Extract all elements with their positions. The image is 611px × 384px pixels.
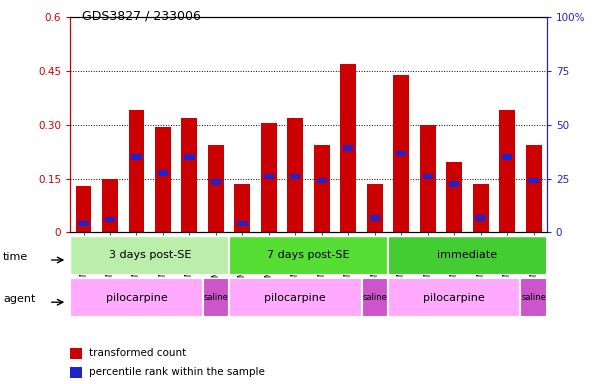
Bar <box>155 127 171 232</box>
Bar <box>229 236 388 275</box>
Text: percentile rank within the sample: percentile rank within the sample <box>89 367 265 377</box>
Bar <box>388 278 521 317</box>
Bar <box>70 236 229 275</box>
Bar <box>473 184 489 232</box>
Bar <box>76 186 92 232</box>
Bar <box>105 217 115 222</box>
Bar <box>70 367 82 378</box>
Bar <box>70 278 203 317</box>
Text: saline: saline <box>521 293 546 302</box>
Bar <box>290 174 301 179</box>
Bar <box>388 236 547 275</box>
Text: agent: agent <box>3 294 35 304</box>
Text: 7 days post-SE: 7 days post-SE <box>267 250 350 260</box>
Text: 3 days post-SE: 3 days post-SE <box>109 250 191 260</box>
Bar <box>261 123 277 232</box>
Bar <box>396 151 406 156</box>
Bar <box>340 64 356 232</box>
Bar <box>423 174 433 179</box>
Bar <box>316 178 327 183</box>
Bar <box>446 162 462 232</box>
Bar <box>393 74 409 232</box>
Bar <box>78 221 89 226</box>
Bar <box>235 184 251 232</box>
Bar <box>131 154 142 160</box>
Bar <box>264 174 274 179</box>
Bar <box>529 178 539 183</box>
Text: pilocarpine: pilocarpine <box>265 293 326 303</box>
Text: time: time <box>3 252 28 262</box>
Bar <box>203 278 229 317</box>
Text: GDS3827 / 233006: GDS3827 / 233006 <box>82 10 202 23</box>
Bar <box>525 144 541 232</box>
Bar <box>287 118 303 232</box>
Bar <box>343 146 353 151</box>
Bar <box>185 154 194 160</box>
Bar <box>211 179 221 185</box>
Bar <box>475 215 486 221</box>
Text: transformed count: transformed count <box>89 348 186 358</box>
Bar <box>502 154 512 160</box>
Bar <box>449 181 459 187</box>
Text: saline: saline <box>203 293 229 302</box>
Bar <box>370 215 380 221</box>
Bar <box>521 278 547 317</box>
Bar <box>229 278 362 317</box>
Text: pilocarpine: pilocarpine <box>106 293 167 303</box>
Bar <box>158 170 168 176</box>
Text: immediate: immediate <box>437 250 497 260</box>
Bar <box>102 179 118 232</box>
Bar <box>314 144 330 232</box>
Bar <box>420 125 436 232</box>
Bar <box>362 278 388 317</box>
Bar <box>237 221 247 226</box>
Text: saline: saline <box>362 293 387 302</box>
Bar <box>208 144 224 232</box>
Bar <box>70 348 82 359</box>
Bar <box>128 111 144 232</box>
Bar <box>367 184 382 232</box>
Bar <box>181 118 197 232</box>
Bar <box>499 111 515 232</box>
Text: pilocarpine: pilocarpine <box>423 293 485 303</box>
